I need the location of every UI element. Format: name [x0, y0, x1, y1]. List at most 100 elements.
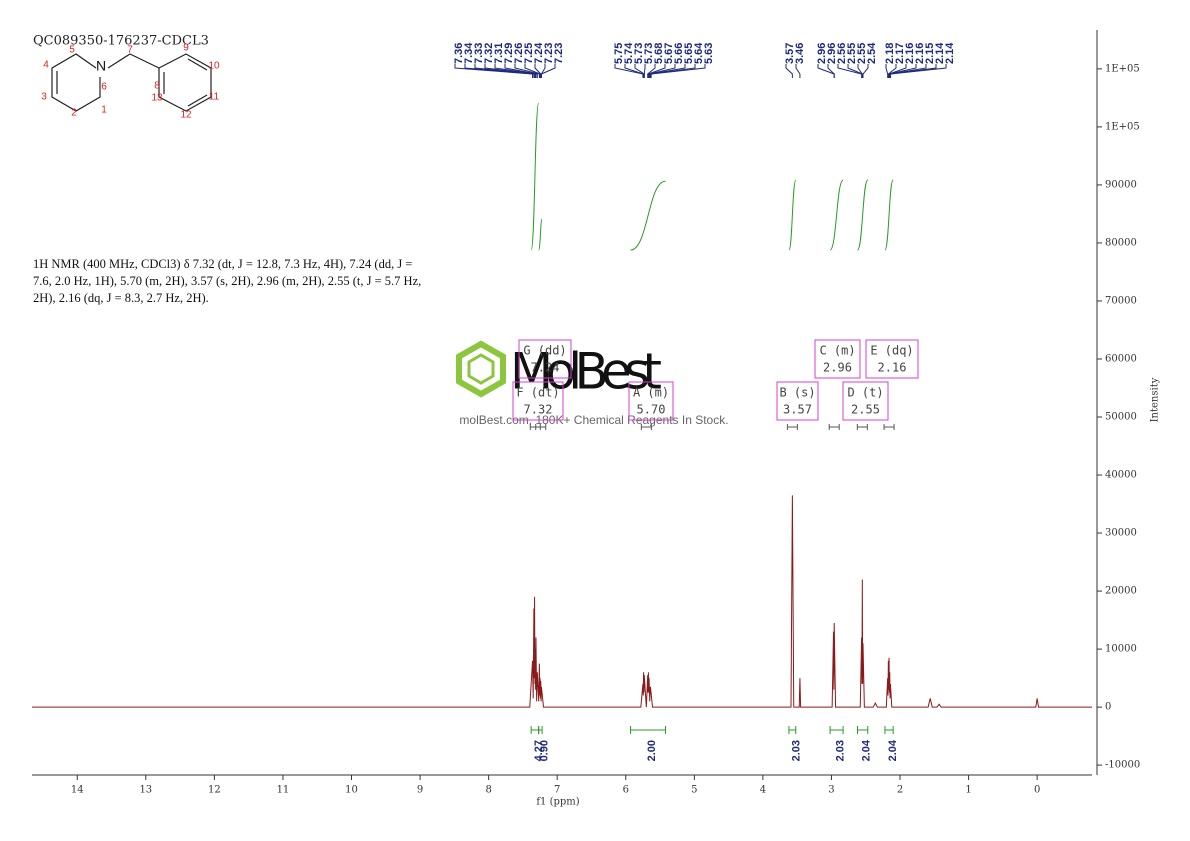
integral-value: 2.03: [835, 740, 847, 761]
x-tick-label: 7: [554, 785, 560, 796]
atom-label: 8: [154, 81, 160, 92]
integral-value: 0.90: [538, 740, 550, 761]
multiplet-shift: 2.55: [851, 403, 880, 417]
peak-leader: [649, 64, 696, 78]
peak-leader: [540, 64, 546, 78]
multiplet-range: [640, 424, 652, 430]
peak-leader: [540, 64, 556, 78]
peak-label: 2.16: [914, 43, 926, 64]
peak-leader: [647, 64, 656, 78]
integral-curve: [538, 218, 543, 251]
peak-leader: [889, 64, 947, 78]
peak-label: 2.17: [894, 43, 906, 64]
chart-title: QC089350-176237-CDCL3: [33, 34, 209, 49]
peak-leader: [837, 64, 863, 78]
multiplet-shift: 2.16: [878, 361, 907, 375]
peak-label: 2.18: [884, 43, 896, 64]
atom-label: N: [96, 58, 106, 74]
peak-leader: [624, 64, 645, 78]
integral-value: 2.00: [646, 740, 658, 761]
x-tick-label: 12: [208, 785, 221, 796]
peak-leader: [862, 64, 869, 78]
structure-bonds: [51, 53, 212, 112]
multiplet-range: [786, 424, 798, 430]
y-tick-label: 0: [1105, 702, 1111, 713]
peak-label: 2.54: [866, 42, 878, 64]
peak-label: 2.55: [856, 43, 868, 64]
y-tick-label: 40000: [1105, 470, 1137, 481]
atom-label: 11: [209, 92, 220, 103]
integral-curve: [884, 179, 894, 251]
y-tick-label: 1E+05: [1105, 121, 1140, 132]
integral-bracket: [788, 726, 797, 734]
peak-leader: [649, 64, 686, 78]
multiplet-range: [828, 424, 840, 430]
peak-leader: [474, 64, 536, 78]
peak-leader: [647, 64, 666, 78]
atom-label: 10: [208, 61, 220, 72]
peak-label: 7.33: [473, 43, 485, 64]
peak-leader: [857, 64, 863, 78]
peak-label: 5.75: [613, 43, 625, 64]
atom-label: 6: [101, 82, 107, 93]
integral-curve: [788, 179, 797, 251]
peak-label: 2.96: [826, 43, 838, 64]
x-tick-label: 6: [623, 785, 629, 796]
peak-leader: [614, 64, 644, 78]
multiplet-label: G (dd): [523, 344, 566, 358]
peak-label: 3.46: [794, 43, 806, 64]
watermark-brand: MolBest: [510, 343, 662, 401]
peak-leader: [514, 64, 540, 78]
peak-label: 5.67: [663, 43, 675, 64]
peak-leader: [785, 64, 793, 78]
peak-label: 7.29: [503, 43, 515, 64]
watermark-logo: [456, 340, 506, 398]
peak-label: 7.26: [513, 43, 525, 64]
peak-label: 2.14: [934, 42, 946, 64]
peak-leader: [885, 64, 889, 78]
peak-label: 5.73: [643, 43, 655, 64]
peak-label: 3.57: [784, 43, 796, 64]
multiplet-shift: 3.57: [783, 403, 812, 417]
peak-label: 2.16: [904, 43, 916, 64]
y-tick-label: 30000: [1105, 528, 1137, 539]
multiplet-box: [865, 339, 919, 379]
peak-label: 5.73: [633, 43, 645, 64]
peak-leader: [524, 64, 541, 78]
atom-label: 2: [71, 108, 77, 119]
peak-label: 7.31: [493, 43, 505, 64]
peak-leader: [795, 64, 801, 78]
multiplet-label: F (dt): [516, 386, 559, 400]
atom-label: 12: [180, 110, 192, 121]
peak-leader: [643, 64, 646, 78]
multiplet-range: [856, 424, 868, 430]
multiplet-box: [814, 339, 861, 379]
y-tick-label: 20000: [1105, 586, 1137, 597]
integral-curve: [829, 179, 844, 251]
multiplet-box: [776, 381, 819, 421]
x-axis-label: f1 (ppm): [536, 797, 579, 808]
y-tick-label: 10000: [1105, 644, 1137, 655]
peak-label: 7.23: [543, 43, 555, 64]
multiplet-shift: 7.24: [531, 361, 560, 375]
integral-bracket: [857, 726, 869, 734]
structure-labels: 5 4 3 2 1 6 N 7 8 9 10 11 12 13: [41, 43, 220, 121]
atom-label: 13: [151, 93, 163, 104]
y-tick-label: 90000: [1105, 179, 1137, 190]
x-tick-label: 11: [277, 785, 290, 796]
peak-leader: [887, 64, 897, 78]
peak-label: 5.66: [673, 43, 685, 64]
atom-label: 1: [101, 105, 107, 116]
integral-value: 4.27: [533, 740, 545, 761]
multiplet-label: D (t): [847, 386, 883, 400]
x-tick-label: 8: [485, 785, 491, 796]
y-tick-label: 80000: [1105, 237, 1137, 248]
peak-leader: [484, 64, 536, 78]
y-tick-label: 50000: [1105, 412, 1137, 423]
watermark-tagline: molBest.com, 180K+ Chemical Reagents In …: [459, 413, 728, 427]
integral-value: 2.04: [861, 739, 873, 761]
x-tick-label: 10: [345, 785, 358, 796]
atom-label: 9: [183, 43, 189, 54]
integral-bracket: [630, 726, 667, 734]
